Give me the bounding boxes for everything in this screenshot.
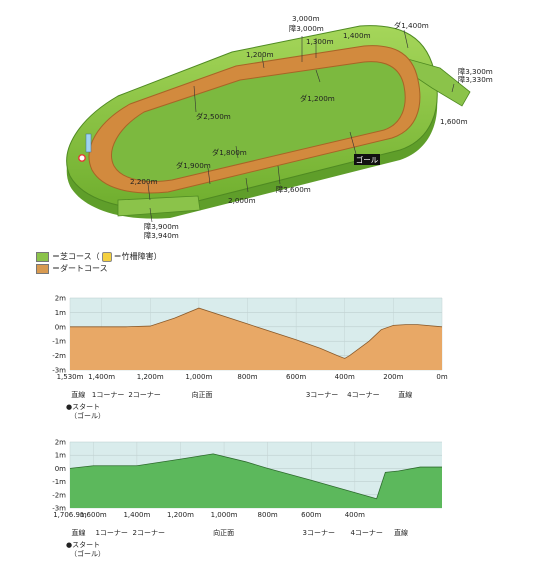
x-tick-label: 1,200m — [167, 511, 194, 519]
section-label: 2コーナー — [133, 529, 165, 537]
x-tick-label: 800m — [237, 373, 257, 381]
section-label: 直線 — [394, 528, 408, 537]
elevation-line — [69, 453, 442, 500]
label-dirt-2500: ダ2,500m — [196, 112, 231, 121]
x-tick-label: 1,706.9m — [53, 511, 87, 519]
y-tick-label: -1m — [52, 478, 66, 486]
hurdle-icon — [101, 251, 112, 262]
x-tick-label: 0m — [436, 373, 447, 381]
label-1600: 1,600m — [440, 117, 468, 126]
y-tick-label: -3m — [52, 505, 66, 513]
y-tick-label: -2m — [52, 352, 66, 360]
goal-label: （ゴール） — [70, 549, 105, 558]
section-label: 向正面 — [213, 528, 234, 537]
y-tick-label: -3m — [52, 367, 66, 375]
label-hurdle-3600: 障3,600m — [276, 185, 311, 194]
label-hurdle-3300: 障3,300m — [458, 67, 493, 76]
x-tick-label: 400m — [335, 373, 355, 381]
distance-markers — [147, 29, 455, 223]
y-tick-label: 2m — [55, 439, 66, 447]
label-dirt-1400: ダ1,400m — [394, 21, 429, 30]
y-tick-label: 1m — [55, 452, 66, 460]
label-hurdle-3900: 障3,900m — [144, 222, 179, 231]
section-label: 3コーナー — [303, 529, 335, 537]
course-map: ゴール 3,000m 障3,000m 1,300m 1,400m ダ1,400m… — [66, 14, 493, 240]
y-tick-label: -2m — [52, 491, 66, 499]
label-dirt-1200: ダ1,200m — [300, 94, 335, 103]
dirt-elevation-chart: 2m 1m 0m -1m -2m -3m1,530m 1,400m 1,200m 1,000m 8… — [52, 295, 448, 421]
label-dirt-1900: ダ1,900m — [176, 161, 211, 170]
x-tick-label: 1,400m — [88, 373, 115, 381]
dirt-track — [88, 45, 421, 194]
section-label: 1コーナー — [92, 391, 124, 399]
y-tick-label: 0m — [55, 465, 66, 473]
label-1400: 1,400m — [343, 31, 371, 40]
legend-turf: ＝芝コース（ ＝竹柵障害） — [36, 251, 162, 262]
dirt-swatch — [36, 263, 49, 274]
start-label: ●スタート — [66, 402, 100, 411]
start-marker-icon — [78, 133, 92, 162]
elevation-line — [70, 307, 443, 359]
label-2200: 2,200m — [130, 177, 158, 186]
x-tick-label: 800m — [258, 511, 278, 519]
turf-swatch — [36, 251, 49, 262]
x-tick-label: 1,000m — [185, 373, 212, 381]
goal-label: （ゴール） — [70, 411, 105, 420]
legend-turf-text: ＝芝コース（ — [52, 252, 100, 261]
x-tick-label: 1,000m — [211, 511, 238, 519]
goal-badge: ゴール — [354, 154, 380, 165]
section-label: 3コーナー — [306, 391, 338, 399]
section-label: 2コーナー — [128, 391, 160, 399]
label-hurdle-3000: 障3,000m — [289, 24, 324, 33]
label-hurdle-3940: 障3,940m — [144, 231, 179, 240]
section-label: 直線 — [71, 390, 85, 399]
y-tick-label: 0m — [55, 323, 66, 331]
start-label: ●スタート — [66, 540, 100, 549]
section-label: 1コーナー — [95, 529, 127, 537]
label-1200: 1,200m — [246, 50, 274, 59]
legend-dirt-text: ＝ダートコース — [52, 264, 108, 273]
section-label: 向正面 — [192, 390, 213, 399]
goal-label: ゴール — [356, 155, 379, 165]
elevation-area — [70, 308, 442, 370]
legend-dirt: ＝ダートコース — [36, 263, 108, 274]
x-tick-label: 1,530m — [57, 373, 84, 381]
y-tick-label: 1m — [55, 309, 66, 317]
x-tick-label: 400m — [345, 511, 365, 519]
turf-elevation-chart: 2m 1m 0m -1m -2m -3m1,706.9m1,600m 1,400m 1,200… — [52, 439, 442, 558]
label-hurdle-3330: 障3,330m — [458, 75, 493, 84]
label-3000: 3,000m — [292, 14, 320, 23]
y-tick-label: -1m — [52, 338, 66, 346]
section-label: 直線 — [72, 528, 86, 537]
elevation-area — [70, 453, 442, 508]
label-1300: 1,300m — [306, 37, 334, 46]
section-label: 4コーナー — [350, 529, 382, 537]
x-tick-label: 1,200m — [137, 373, 164, 381]
x-tick-label: 600m — [301, 511, 321, 519]
y-tick-label: 2m — [55, 295, 66, 303]
x-tick-label: 1,400m — [123, 511, 150, 519]
x-tick-label: 600m — [286, 373, 306, 381]
x-tick-label: 200m — [383, 373, 403, 381]
legend-hurdle-text: ＝竹柵障害） — [113, 252, 162, 261]
x-tick-label: 1,600m — [80, 511, 107, 519]
section-label: 直線 — [398, 390, 412, 399]
section-label: 4コーナー — [347, 391, 379, 399]
label-2000: 2,000m — [228, 196, 256, 205]
label-dirt-1800: ダ1,800m — [212, 148, 247, 157]
